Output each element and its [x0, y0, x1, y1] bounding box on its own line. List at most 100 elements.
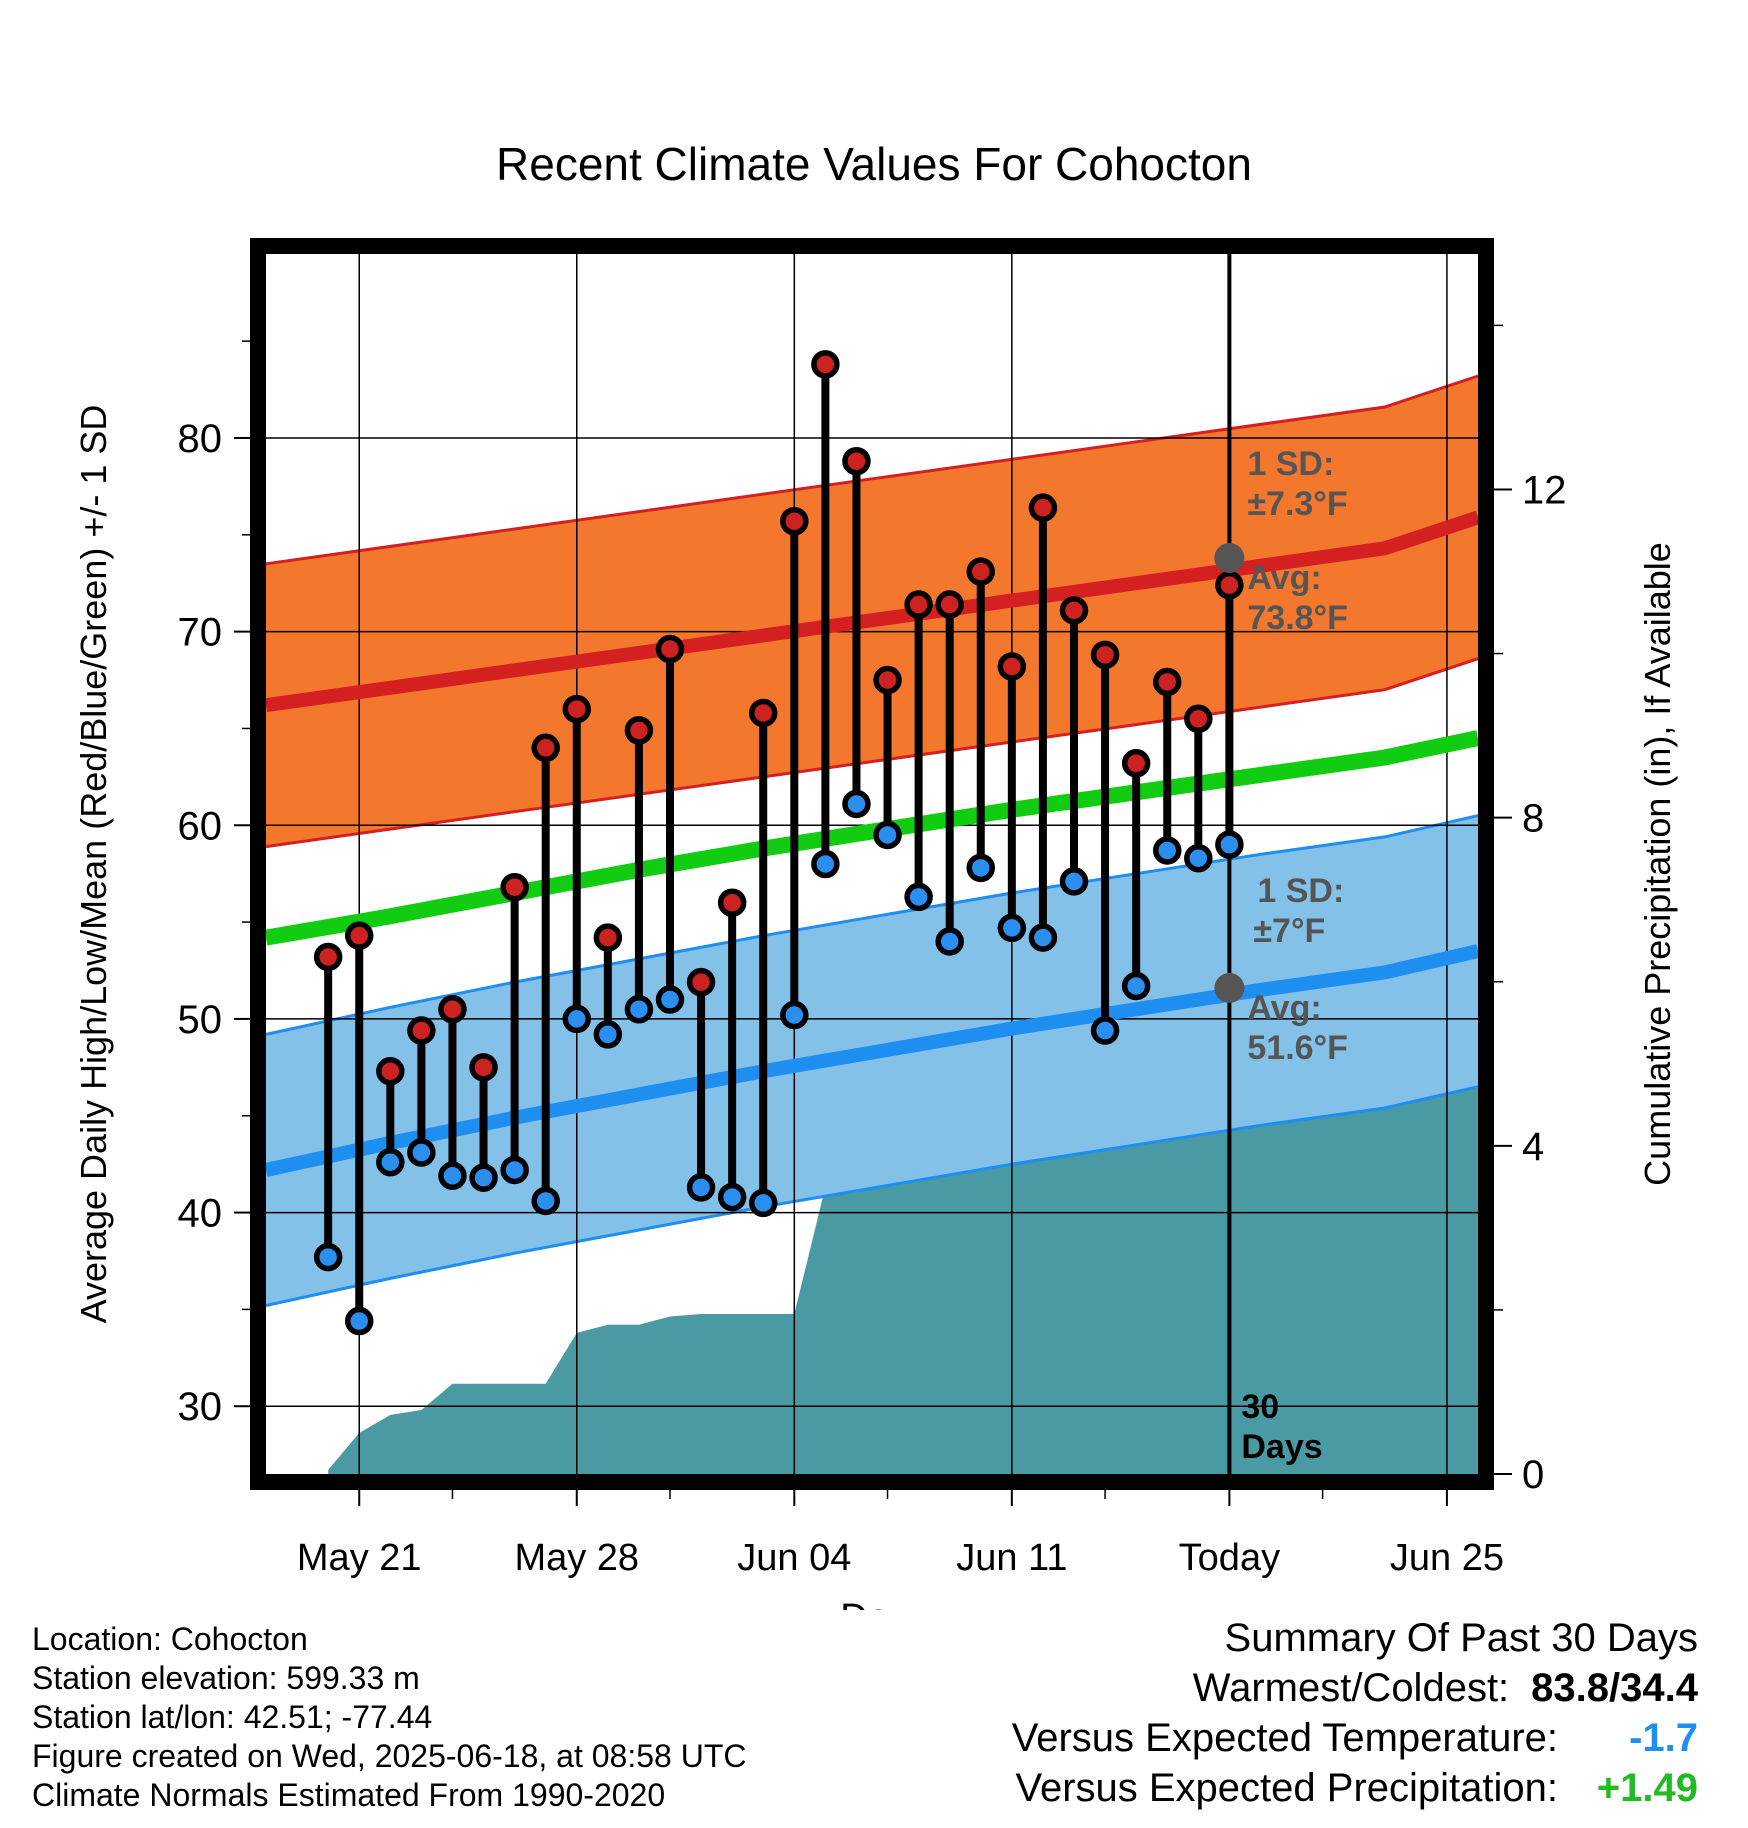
y-tick-label: 60: [178, 804, 223, 848]
high-point: [717, 888, 747, 917]
high-point: [1152, 667, 1182, 697]
versus-temp-label: Versus Expected Temperature:: [1011, 1716, 1558, 1760]
high-point: [655, 634, 685, 664]
high-point: [904, 590, 933, 619]
high-avg-value: 73.8°F: [1247, 599, 1348, 637]
low-normal-band-upper-edge: [265, 814, 1479, 1036]
high-point: [780, 506, 809, 536]
high-sd-value: ±7.3°F: [1247, 485, 1347, 523]
low-point: [873, 820, 902, 850]
low-normal-line: [264, 944, 1480, 1177]
elevation-text: Station elevation: 599.33 m: [32, 1660, 420, 1696]
low-normal-band-lower-edge: [265, 1085, 1479, 1307]
low-point: [1090, 1016, 1120, 1045]
y-axis-label: Average Daily High/Low/Mean (Red/Blue/Gr…: [73, 405, 114, 1324]
today-low-avg-marker: [1214, 972, 1245, 1003]
versus-temp-row: Versus Expected Temperature: -1.7: [798, 1713, 1698, 1763]
low-point: [376, 1147, 405, 1177]
location-text: Location: Cohocton: [32, 1621, 308, 1657]
x-tick-label: Jun 11: [956, 1537, 1067, 1579]
high-point: [1059, 596, 1089, 625]
low-point: [655, 985, 685, 1014]
high-point: [407, 1016, 436, 1045]
high-sd-label: 1 SD:: [1247, 445, 1334, 483]
high-point: [562, 694, 592, 724]
high-point: [438, 994, 467, 1024]
high-point: [935, 590, 964, 619]
high-point: [624, 716, 654, 745]
high-point: [376, 1056, 405, 1086]
x-tick-label: Jun 04: [737, 1537, 851, 1579]
versus-precip-label: Versus Expected Precipitation:: [1015, 1766, 1558, 1810]
low-point: [313, 1242, 343, 1272]
y2-tick-label: 12: [1522, 468, 1567, 512]
latlon-text: Station lat/lon: 42.51; -77.44: [32, 1699, 433, 1735]
summary-panel: Summary Of Past 30 Days Warmest/Coldest:…: [798, 1613, 1698, 1813]
low-point: [407, 1138, 436, 1167]
high-point: [1215, 570, 1244, 600]
low-point: [593, 1020, 623, 1049]
low-avg-value: 51.6°F: [1247, 1029, 1348, 1067]
high-point: [1028, 493, 1058, 522]
low-sd-value: ±7°F: [1253, 912, 1325, 950]
x-tick-label: May 21: [297, 1537, 422, 1579]
low-point: [966, 853, 996, 883]
y-tick-label: 70: [178, 611, 223, 655]
high-point: [811, 350, 840, 379]
low-point: [717, 1182, 747, 1212]
versus-precip-value: +1.49: [1596, 1766, 1698, 1810]
high-normal-band-upper-edge: [265, 374, 1479, 566]
versus-precip-row: Versus Expected Precipitation: +1.49: [798, 1763, 1698, 1813]
station-info: Location: Cohocton Station elevation: 59…: [32, 1620, 746, 1815]
low-normal-band: [266, 815, 1478, 1306]
high-point: [748, 698, 778, 728]
low-point: [686, 1173, 716, 1202]
high-point: [313, 942, 343, 972]
low-point: [500, 1155, 529, 1185]
low-point: [997, 913, 1027, 943]
warmest-coldest-row: Warmest/Coldest: 83.8/34.4: [798, 1663, 1698, 1713]
chart-title: Recent Climate Values For Cohocton: [496, 138, 1252, 190]
high-point: [873, 665, 902, 695]
warmest-coldest-value: 83.8/34.4: [1531, 1666, 1698, 1710]
days-label-text: Days: [1241, 1428, 1322, 1466]
low-point: [811, 849, 840, 879]
y-tick-label: 40: [178, 1192, 223, 1236]
high-point: [344, 921, 374, 950]
high-point: [842, 446, 871, 476]
low-point: [748, 1188, 778, 1218]
high-point: [966, 557, 996, 586]
high-point: [1090, 640, 1120, 670]
high-point: [469, 1053, 498, 1082]
high-avg-label: Avg:: [1247, 559, 1321, 597]
y2-tick-label: 8: [1522, 797, 1544, 841]
normals-text: Climate Normals Estimated From 1990-2020: [32, 1777, 666, 1813]
versus-temp-value: -1.7: [1629, 1716, 1698, 1760]
low-point: [469, 1163, 498, 1192]
low-point: [935, 927, 964, 956]
gridlines-group: [266, 254, 1478, 1474]
x-axis-label: Day: [840, 1597, 908, 1610]
summary-title: Summary Of Past 30 Days: [1224, 1616, 1698, 1660]
high-normal-line: [265, 510, 1481, 713]
low-sd-label: 1 SD:: [1257, 872, 1344, 910]
y2-tick-label: 4: [1522, 1125, 1544, 1169]
low-point: [780, 1000, 809, 1030]
climate-chart: Recent Climate Values For Cohocton 1 SD:…: [73, 138, 1678, 1610]
days-label-number: 30: [1241, 1388, 1279, 1426]
today-high-avg-marker: [1214, 543, 1245, 574]
created-text: Figure created on Wed, 2025-06-18, at 08…: [32, 1738, 747, 1774]
x-tick-label: Jun 25: [1390, 1537, 1504, 1579]
low-avg-label: Avg:: [1247, 989, 1321, 1027]
low-point: [1121, 971, 1151, 1001]
y2-axis-label: Cumulative Precipitation (in), If Availa…: [1637, 542, 1678, 1186]
low-point: [438, 1161, 467, 1191]
axes-group: 30 40 50 60 70 80 0 4 8 12 May 21 May 28 Jun 04 Jun 1…: [178, 324, 1567, 1579]
low-point: [1028, 923, 1058, 952]
high-point: [500, 872, 529, 902]
low-point: [1152, 836, 1182, 865]
high-point: [531, 733, 560, 763]
high-point: [686, 967, 716, 997]
